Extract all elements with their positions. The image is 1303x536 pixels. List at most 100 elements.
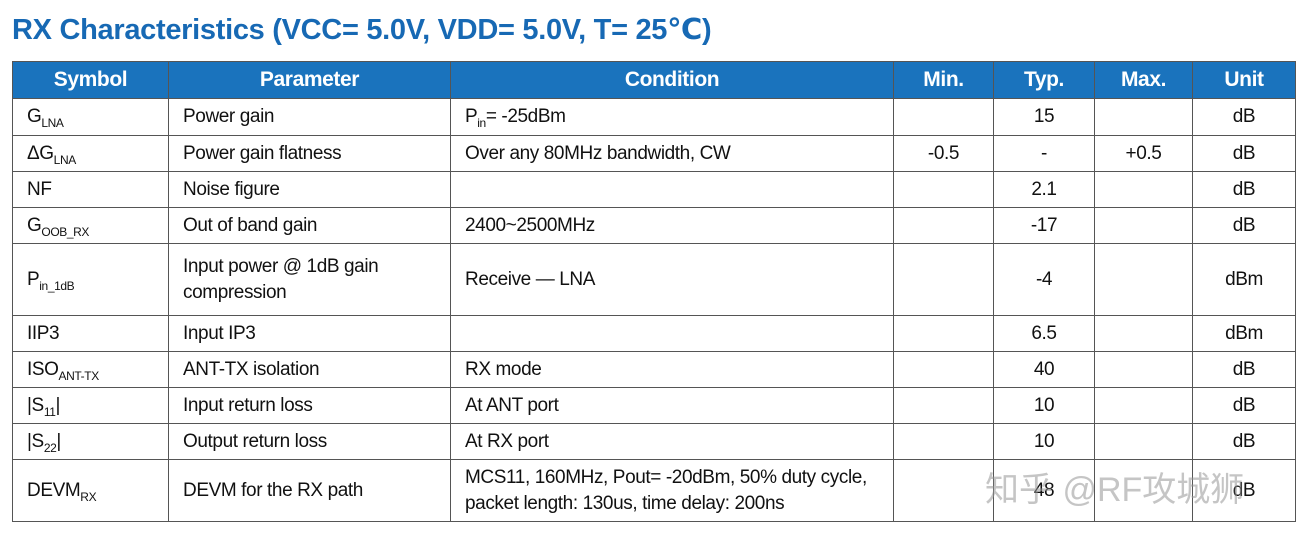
- table-cell: [1094, 315, 1193, 352]
- table-cell: Noise figure: [168, 171, 451, 208]
- cell-text: |: [55, 394, 61, 416]
- cell-text: P: [465, 106, 478, 127]
- table-cell: IIP3: [12, 315, 169, 352]
- header-cell: Typ.: [993, 61, 1095, 99]
- table-cell: dB: [1192, 135, 1296, 172]
- table-cell: [893, 171, 994, 208]
- cell-text: NF: [27, 178, 52, 200]
- table-row: NF Noise figure 2.1 dB: [12, 171, 1296, 208]
- subscript: LNA: [41, 116, 64, 130]
- table-cell: [1094, 459, 1193, 522]
- table-cell: 2400~2500MHz: [450, 207, 894, 244]
- cell-text: dB: [1232, 106, 1256, 127]
- cell-text: ANT-TX isolation: [183, 358, 320, 380]
- cell-text: dB: [1232, 214, 1256, 236]
- table-cell: 10: [993, 387, 1095, 424]
- cell-text: |: [56, 430, 61, 452]
- table-cell: |S11|: [12, 387, 169, 424]
- table-cell: dB: [1192, 171, 1296, 208]
- table-cell: [1094, 207, 1193, 244]
- table-cell: dB: [1192, 207, 1296, 244]
- cell-text: |S: [27, 394, 44, 416]
- subscript: 11: [43, 404, 56, 419]
- cell-text: -17: [1030, 214, 1058, 236]
- subscript: 22: [43, 440, 57, 455]
- table-cell: Output return loss: [168, 423, 451, 460]
- table-cell: [893, 207, 994, 244]
- table-cell: [1094, 423, 1193, 460]
- cell-text: dBm: [1225, 268, 1263, 290]
- table-cell: dB: [1192, 98, 1296, 136]
- cell-text: Input power @ 1dB gain compression: [183, 255, 379, 303]
- table-cell: [1094, 387, 1193, 424]
- table-cell: [893, 315, 994, 352]
- cell-text: G: [27, 214, 42, 236]
- table-cell: Out of band gain: [168, 207, 451, 244]
- table-cell: Power gain: [168, 98, 451, 136]
- table-cell: -0.5: [893, 135, 994, 172]
- table-cell: [893, 387, 994, 424]
- table-cell: dB: [1192, 423, 1296, 460]
- table-cell: [893, 423, 994, 460]
- cell-text: Over any 80MHz bandwidth, CW: [465, 142, 731, 164]
- cell-text: Receive — LNA: [465, 268, 595, 290]
- table-cell: Input return loss: [168, 387, 451, 424]
- table-cell: dB: [1192, 387, 1296, 424]
- table-cell: [893, 98, 994, 136]
- table-row: GOOB_RX Out of band gain 2400~2500MHz -17 dB: [12, 207, 1296, 244]
- table-cell: GLNA: [12, 98, 169, 136]
- cell-text: 2400~2500MHz: [465, 214, 595, 236]
- table-cell: dB: [1192, 351, 1296, 388]
- header-cell: Min.: [893, 61, 994, 99]
- cell-text: RX mode: [465, 358, 542, 380]
- cell-text: dB: [1232, 142, 1256, 164]
- cell-text: Input IP3: [183, 322, 256, 344]
- cell-text: dB: [1232, 394, 1256, 416]
- cell-text: +0.5: [1125, 142, 1162, 164]
- table-cell: GOOB_RX: [12, 207, 169, 244]
- table-cell: [1094, 351, 1193, 388]
- subscript: LNA: [53, 152, 77, 167]
- table-cell: 48: [993, 459, 1095, 522]
- subscript: in_1dB: [39, 278, 75, 293]
- table-cell: Input IP3: [168, 315, 451, 352]
- table-cell: ΔGLNA: [12, 135, 169, 172]
- table-cell: [450, 171, 894, 208]
- table-cell: ANT-TX isolation: [168, 351, 451, 388]
- table-row: GLNA Power gain Pin= -25dBm 15 dB: [12, 98, 1296, 136]
- table-cell: [450, 315, 894, 352]
- table-row: ΔGLNA Power gain flatness Over any 80MHz b…: [12, 135, 1296, 172]
- header-cell: Unit: [1192, 61, 1296, 99]
- cell-text: 40: [1033, 358, 1055, 380]
- table-row: DEVMRX DEVM for the RX path MCS11, 160MHz,…: [12, 459, 1296, 522]
- table-cell: dBm: [1192, 243, 1296, 316]
- cell-text: 10: [1033, 430, 1055, 452]
- watermark: 知乎 @RF攻城狮: [985, 471, 1245, 509]
- cell-text: 2.1: [1031, 178, 1057, 200]
- table-cell: Pin= -25dBm: [450, 98, 894, 136]
- cell-text: Power gain flatness: [183, 142, 342, 164]
- table-row: Pin_1dB Input power @ 1dB gain compressio…: [12, 243, 1296, 316]
- cell-text: G: [27, 106, 42, 127]
- header-row: Symbol Parameter Condition Min. Typ. Max. Unit: [12, 61, 1296, 99]
- cell-text: DEVM: [27, 479, 81, 501]
- cell-text: Noise figure: [183, 178, 280, 200]
- cell-text: Power gain: [183, 106, 275, 127]
- cell-text: P: [27, 268, 40, 290]
- subscript: ANT-TX: [58, 368, 100, 383]
- cell-text: 10: [1033, 394, 1055, 416]
- cell-text: dB: [1232, 479, 1256, 501]
- table-cell: DEVMRX: [12, 459, 169, 522]
- cell-text: 6.5: [1031, 322, 1057, 344]
- cell-line: packet length: 130us, time delay: 200ns: [465, 492, 785, 514]
- cell-text: At ANT port: [465, 394, 559, 416]
- header-cell: Condition: [450, 61, 894, 99]
- table-cell: At ANT port: [450, 387, 894, 424]
- table-cell: +0.5: [1094, 135, 1193, 172]
- table-cell: [893, 351, 994, 388]
- table-cell: 15: [993, 98, 1095, 136]
- table-cell: dBm: [1192, 315, 1296, 352]
- cell-text: Out of band gain: [183, 214, 318, 236]
- table-cell: [893, 459, 994, 522]
- header-cell: Symbol: [12, 61, 169, 99]
